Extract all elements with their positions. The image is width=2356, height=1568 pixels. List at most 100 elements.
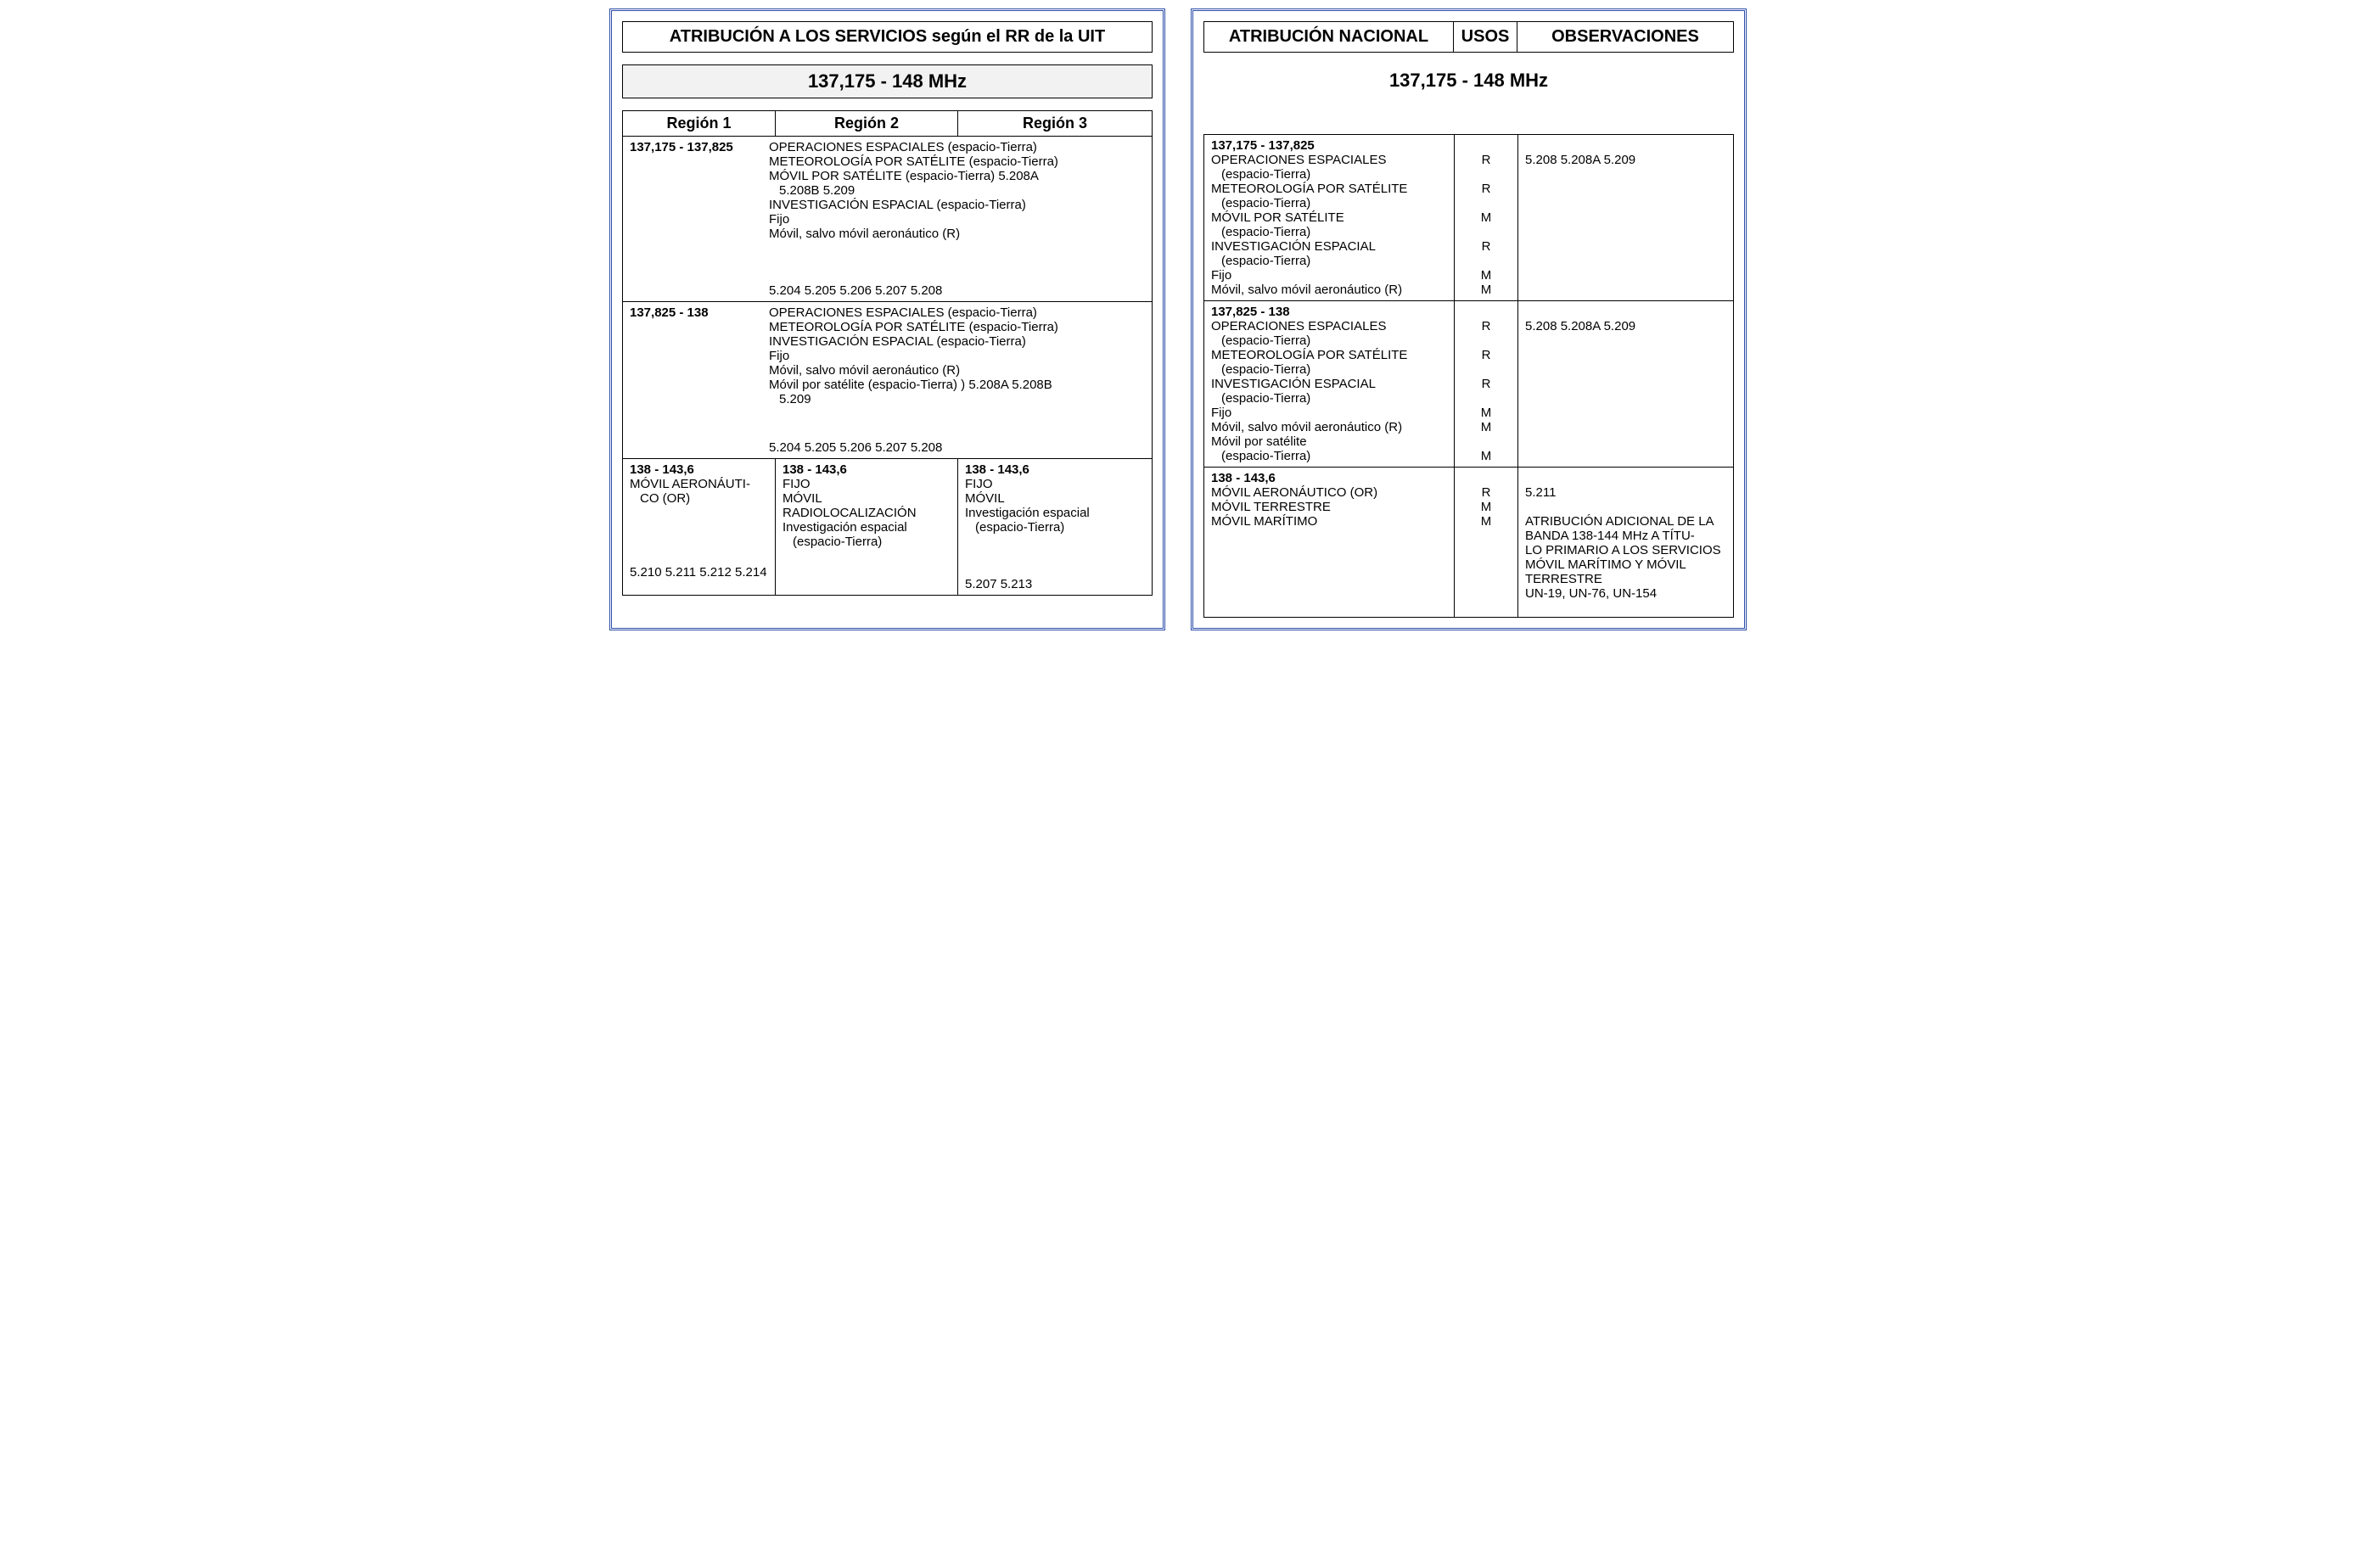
service-line: INVESTIGACIÓN ESPACIAL [1211, 239, 1447, 254]
use-code: R [1461, 377, 1511, 391]
use-code: M [1461, 268, 1511, 283]
freq-range: 137,825 - 138 [1211, 305, 1447, 319]
service-line: CO (OR) [630, 491, 768, 506]
service-line: MÓVIL POR SATÉLITE (espacio-Tierra) 5.20… [769, 169, 1145, 183]
service-line: 5.209 [769, 392, 1145, 406]
service-sub: (espacio-Tierra) [1211, 391, 1447, 406]
service-line: (espacio-Tierra) [965, 520, 1145, 535]
service-line: INVESTIGACIÓN ESPACIAL (espacio-Tierra) [769, 198, 1145, 212]
footnotes: 5.204 5.205 5.206 5.207 5.208 [769, 283, 1145, 298]
service-line: INVESTIGACIÓN ESPACIAL (espacio-Tierra) [769, 334, 1145, 349]
use-code: R [1461, 348, 1511, 362]
footnotes: 5.204 5.205 5.206 5.207 5.208 [769, 440, 1145, 455]
header-usos: USOS [1454, 21, 1517, 53]
service-line: FIJO [783, 477, 951, 491]
service-sub: (espacio-Tierra) [1211, 225, 1447, 239]
service-line: FIJO [965, 477, 1145, 491]
service-line: Investigación espacial [965, 506, 1145, 520]
service-line: METEOROLOGÍA POR SATÉLITE (espacio-Tierr… [769, 320, 1145, 334]
observation-line: UN-19, UN-76, UN-154 [1525, 586, 1726, 601]
left-header-row: ATRIBUCIÓN A LOS SERVICIOS según el RR d… [622, 21, 1153, 53]
freq-range: 138 - 143,6 [783, 462, 951, 477]
use-code: R [1461, 182, 1511, 196]
service-sub: (espacio-Tierra) [1211, 362, 1447, 377]
right-panel: ATRIBUCIÓN NACIONAL USOS OBSERVACIONES 1… [1191, 8, 1747, 630]
service-line: MÓVIL MARÍTIMO [1211, 514, 1447, 529]
table-row: 137,825 - 138 OPERACIONES ESPACIALES (es… [623, 302, 1153, 459]
observation: 5.208 5.208A 5.209 [1525, 153, 1726, 167]
service-line: Fijo [769, 349, 1145, 363]
left-header-title: ATRIBUCIÓN A LOS SERVICIOS según el RR d… [622, 21, 1153, 53]
service-line: Móvil, salvo móvil aeronáutico (R) [769, 363, 1145, 378]
freq-range: 137,175 - 137,825 [630, 140, 762, 154]
service-line: 5.208B 5.209 [769, 183, 1145, 198]
right-header-row: ATRIBUCIÓN NACIONAL USOS OBSERVACIONES [1203, 21, 1734, 53]
left-freq-band: 137,175 - 148 MHz [622, 64, 1153, 98]
use-code: M [1461, 283, 1511, 297]
service-line: MÓVIL [783, 491, 951, 506]
use-code: R [1461, 239, 1511, 254]
service-sub: (espacio-Tierra) [1211, 254, 1447, 268]
service-line: (espacio-Tierra) [783, 535, 951, 549]
service-line: MÓVIL POR SATÉLITE [1211, 210, 1447, 225]
freq-range: 137,825 - 138 [630, 305, 762, 320]
freq-range: 138 - 143,6 [630, 462, 768, 477]
observation: 5.208 5.208A 5.209 [1525, 319, 1726, 333]
service-sub: (espacio-Tierra) [1211, 333, 1447, 348]
table-row: 137,175 - 137,825 OPERACIONES ESPACIALES… [623, 137, 1153, 302]
service-line: OPERACIONES ESPACIALES (espacio-Tierra) [769, 305, 1145, 320]
footnotes: 5.210 5.211 5.212 5.214 [630, 565, 768, 580]
freq-range: 138 - 143,6 [1211, 471, 1447, 485]
service-line: OPERACIONES ESPACIALES (espacio-Tierra) [769, 140, 1145, 154]
use-code: M [1461, 514, 1511, 529]
service-sub: (espacio-Tierra) [1211, 167, 1447, 182]
service-sub: (espacio-Tierra) [1211, 196, 1447, 210]
table-row: 138 - 143,6 MÓVIL AERONÁUTICO (OR) MÓVIL… [1204, 468, 1734, 618]
service-line: Móvil, salvo móvil aeronáutico (R) [1211, 283, 1447, 297]
service-line: Móvil, salvo móvil aeronáutico (R) [769, 227, 1145, 241]
footnotes: 5.207 5.213 [965, 577, 1145, 591]
use-code: M [1461, 210, 1511, 225]
region-header: Región 1 [623, 111, 776, 137]
service-line: Móvil por satélite (espacio-Tierra) ) 5.… [769, 378, 1145, 392]
region-header: Región 2 [776, 111, 958, 137]
use-code: M [1461, 406, 1511, 420]
right-freq-band: 137,175 - 148 MHz [1203, 64, 1734, 134]
service-line: OPERACIONES ESPACIALES [1211, 319, 1447, 333]
service-line: Móvil, salvo móvil aeronáutico (R) [1211, 420, 1447, 434]
service-line: RADIOLOCALIZACIÓN [783, 506, 951, 520]
use-code: R [1461, 153, 1511, 167]
region-header: Región 3 [958, 111, 1153, 137]
use-code: R [1461, 485, 1511, 500]
service-line: METEOROLOGÍA POR SATÉLITE (espacio-Tierr… [769, 154, 1145, 169]
observation-line: LO PRIMARIO A LOS SERVICIOS MÓVIL MARÍTI… [1525, 543, 1726, 586]
service-line: INVESTIGACIÓN ESPACIAL [1211, 377, 1447, 391]
left-panel: ATRIBUCIÓN A LOS SERVICIOS según el RR d… [609, 8, 1165, 630]
service-line: MÓVIL TERRESTRE [1211, 500, 1447, 514]
service-line: Móvil por satélite [1211, 434, 1447, 449]
use-code: M [1461, 449, 1511, 463]
service-line: Fijo [769, 212, 1145, 227]
service-line: METEOROLOGÍA POR SATÉLITE [1211, 348, 1447, 362]
service-line: Investigación espacial [783, 520, 951, 535]
table-row: 138 - 143,6 MÓVIL AERONÁUTI- CO (OR) 5.2… [623, 459, 1153, 596]
use-code: M [1461, 420, 1511, 434]
use-code: R [1461, 319, 1511, 333]
service-line: METEOROLOGÍA POR SATÉLITE [1211, 182, 1447, 196]
service-line: MÓVIL AERONÁUTICO (OR) [1211, 485, 1447, 500]
header-atribucion-nacional: ATRIBUCIÓN NACIONAL [1203, 21, 1454, 53]
observation-line: ATRIBUCIÓN ADICIONAL DE LA BANDA 138-144… [1525, 514, 1726, 543]
service-line: OPERACIONES ESPACIALES [1211, 153, 1447, 167]
service-line: Fijo [1211, 406, 1447, 420]
service-sub: (espacio-Tierra) [1211, 449, 1447, 463]
left-table: Región 1 Región 2 Región 3 137,175 - 137… [622, 110, 1153, 596]
service-line: MÓVIL AERONÁUTI- [630, 477, 768, 491]
right-table: 137,175 - 137,825 OPERACIONES ESPACIALES… [1203, 134, 1734, 618]
table-row: 137,825 - 138 OPERACIONES ESPACIALES (es… [1204, 301, 1734, 468]
service-line: Fijo [1211, 268, 1447, 283]
freq-range: 138 - 143,6 [965, 462, 1145, 477]
freq-range: 137,175 - 137,825 [1211, 138, 1447, 153]
use-code: M [1461, 500, 1511, 514]
observation-line: 5.211 [1525, 485, 1726, 500]
header-observaciones: OBSERVACIONES [1517, 21, 1734, 53]
